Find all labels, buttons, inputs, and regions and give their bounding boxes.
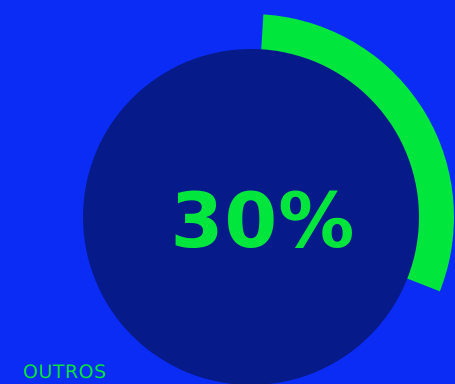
percentage-label: 30% (171, 176, 356, 265)
inner-disk (83, 49, 419, 384)
category-label: OUTROS (23, 361, 107, 383)
